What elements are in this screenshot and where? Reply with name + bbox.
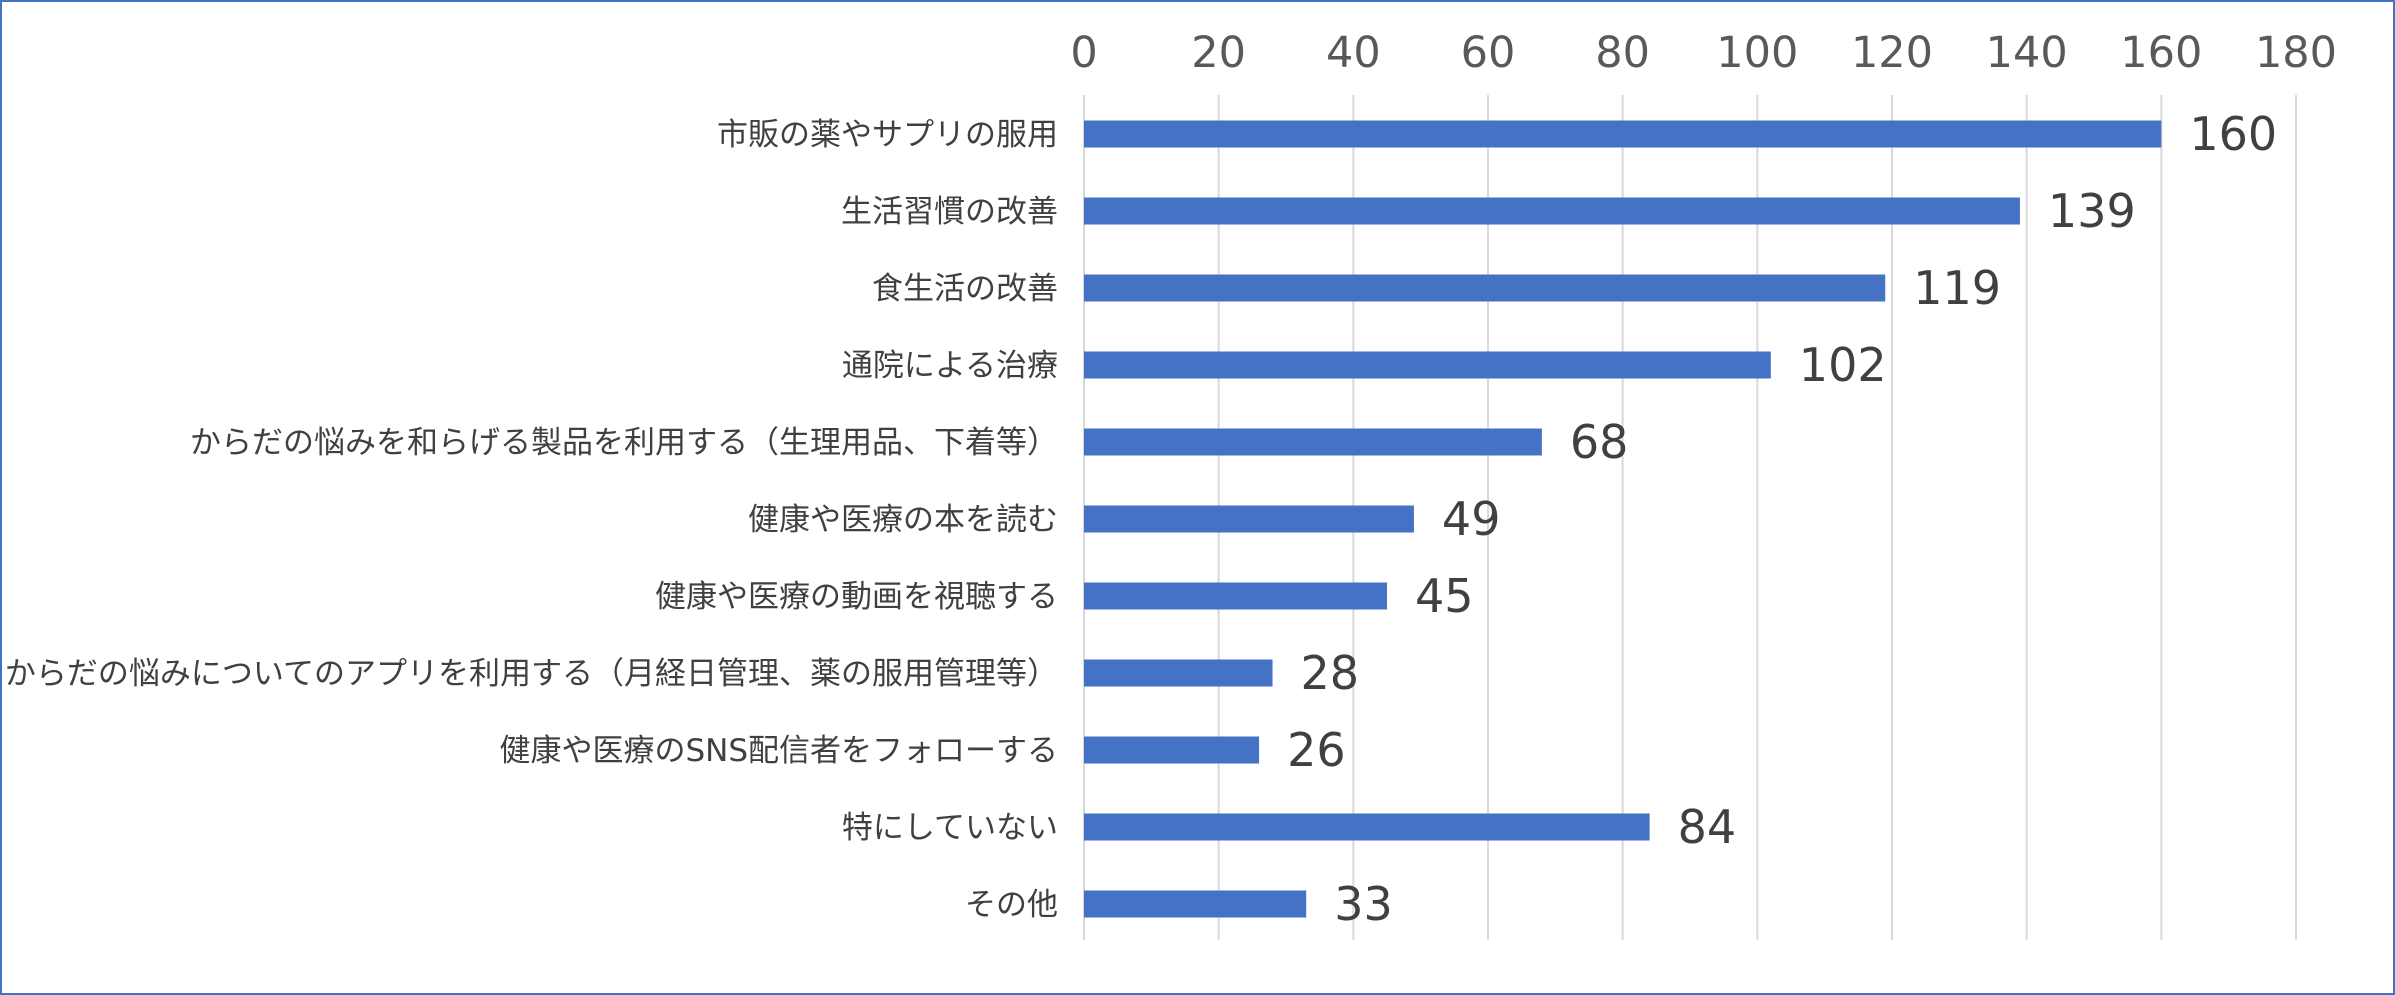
data-label: 160 [2189, 107, 2277, 161]
data-label: 26 [1287, 723, 1346, 777]
data-label: 33 [1334, 877, 1393, 931]
data-label: 102 [1799, 338, 1887, 392]
category-label: からだの悩みについてのアプリを利用する（月経日管理、薬の服用管理等） [5, 656, 1058, 692]
x-tick-label: 120 [1851, 28, 1933, 78]
bar [1084, 890, 1307, 918]
category-label: 通院による治療 [842, 348, 1058, 384]
bar [1084, 659, 1273, 687]
x-tick-label: 100 [1716, 28, 1798, 78]
category-label: 健康や医療のSNS配信者をフォローする [499, 733, 1058, 769]
data-label: 84 [1678, 800, 1737, 854]
x-tick-label: 80 [1595, 28, 1650, 78]
data-label: 68 [1570, 415, 1629, 469]
bar [1084, 582, 1387, 610]
category-label: 健康や医療の本を読む [748, 502, 1058, 538]
category-label: 食生活の改善 [872, 271, 1058, 307]
bar [1084, 120, 2162, 148]
category-label: 特にしていない [842, 810, 1058, 846]
category-labels: 市販の薬やサプリの服用生活習慣の改善食生活の改善通院による治療からだの悩みを和ら… [5, 117, 1058, 923]
x-tick-label: 60 [1461, 28, 1516, 78]
category-label: 健康や医療の動画を視聴する [655, 579, 1058, 615]
bar [1084, 428, 1542, 456]
x-axis-tick-labels: 0 20 40 60 80 100 120 140 160 180 [1070, 28, 2337, 78]
bar [1084, 505, 1414, 533]
data-label: 139 [2048, 184, 2136, 238]
x-tick-label: 40 [1326, 28, 1381, 78]
x-tick-label: 160 [2120, 28, 2202, 78]
data-label: 49 [1442, 492, 1501, 546]
bar [1084, 351, 1771, 379]
x-tick-label: 0 [1070, 28, 1097, 78]
data-labels: 160 139 119 102 68 49 45 28 26 84 33 [1287, 107, 2277, 931]
bar [1084, 274, 1886, 302]
data-label: 119 [1913, 261, 2001, 315]
data-label: 28 [1301, 646, 1360, 700]
bars [1084, 120, 2162, 918]
category-label: その他 [965, 887, 1058, 923]
bar [1084, 197, 2020, 225]
grid-lines [1083, 95, 2297, 940]
x-tick-label: 140 [1986, 28, 2068, 78]
x-tick-label: 20 [1191, 28, 1246, 78]
category-label: 市販の薬やサプリの服用 [717, 117, 1058, 153]
category-label: からだの悩みを和らげる製品を利用する（生理用品、下着等） [190, 425, 1058, 461]
bar [1084, 813, 1650, 841]
x-tick-label: 180 [2255, 28, 2337, 78]
category-label: 生活習慣の改善 [841, 194, 1058, 230]
data-label: 45 [1415, 569, 1474, 623]
bar [1084, 736, 1260, 764]
